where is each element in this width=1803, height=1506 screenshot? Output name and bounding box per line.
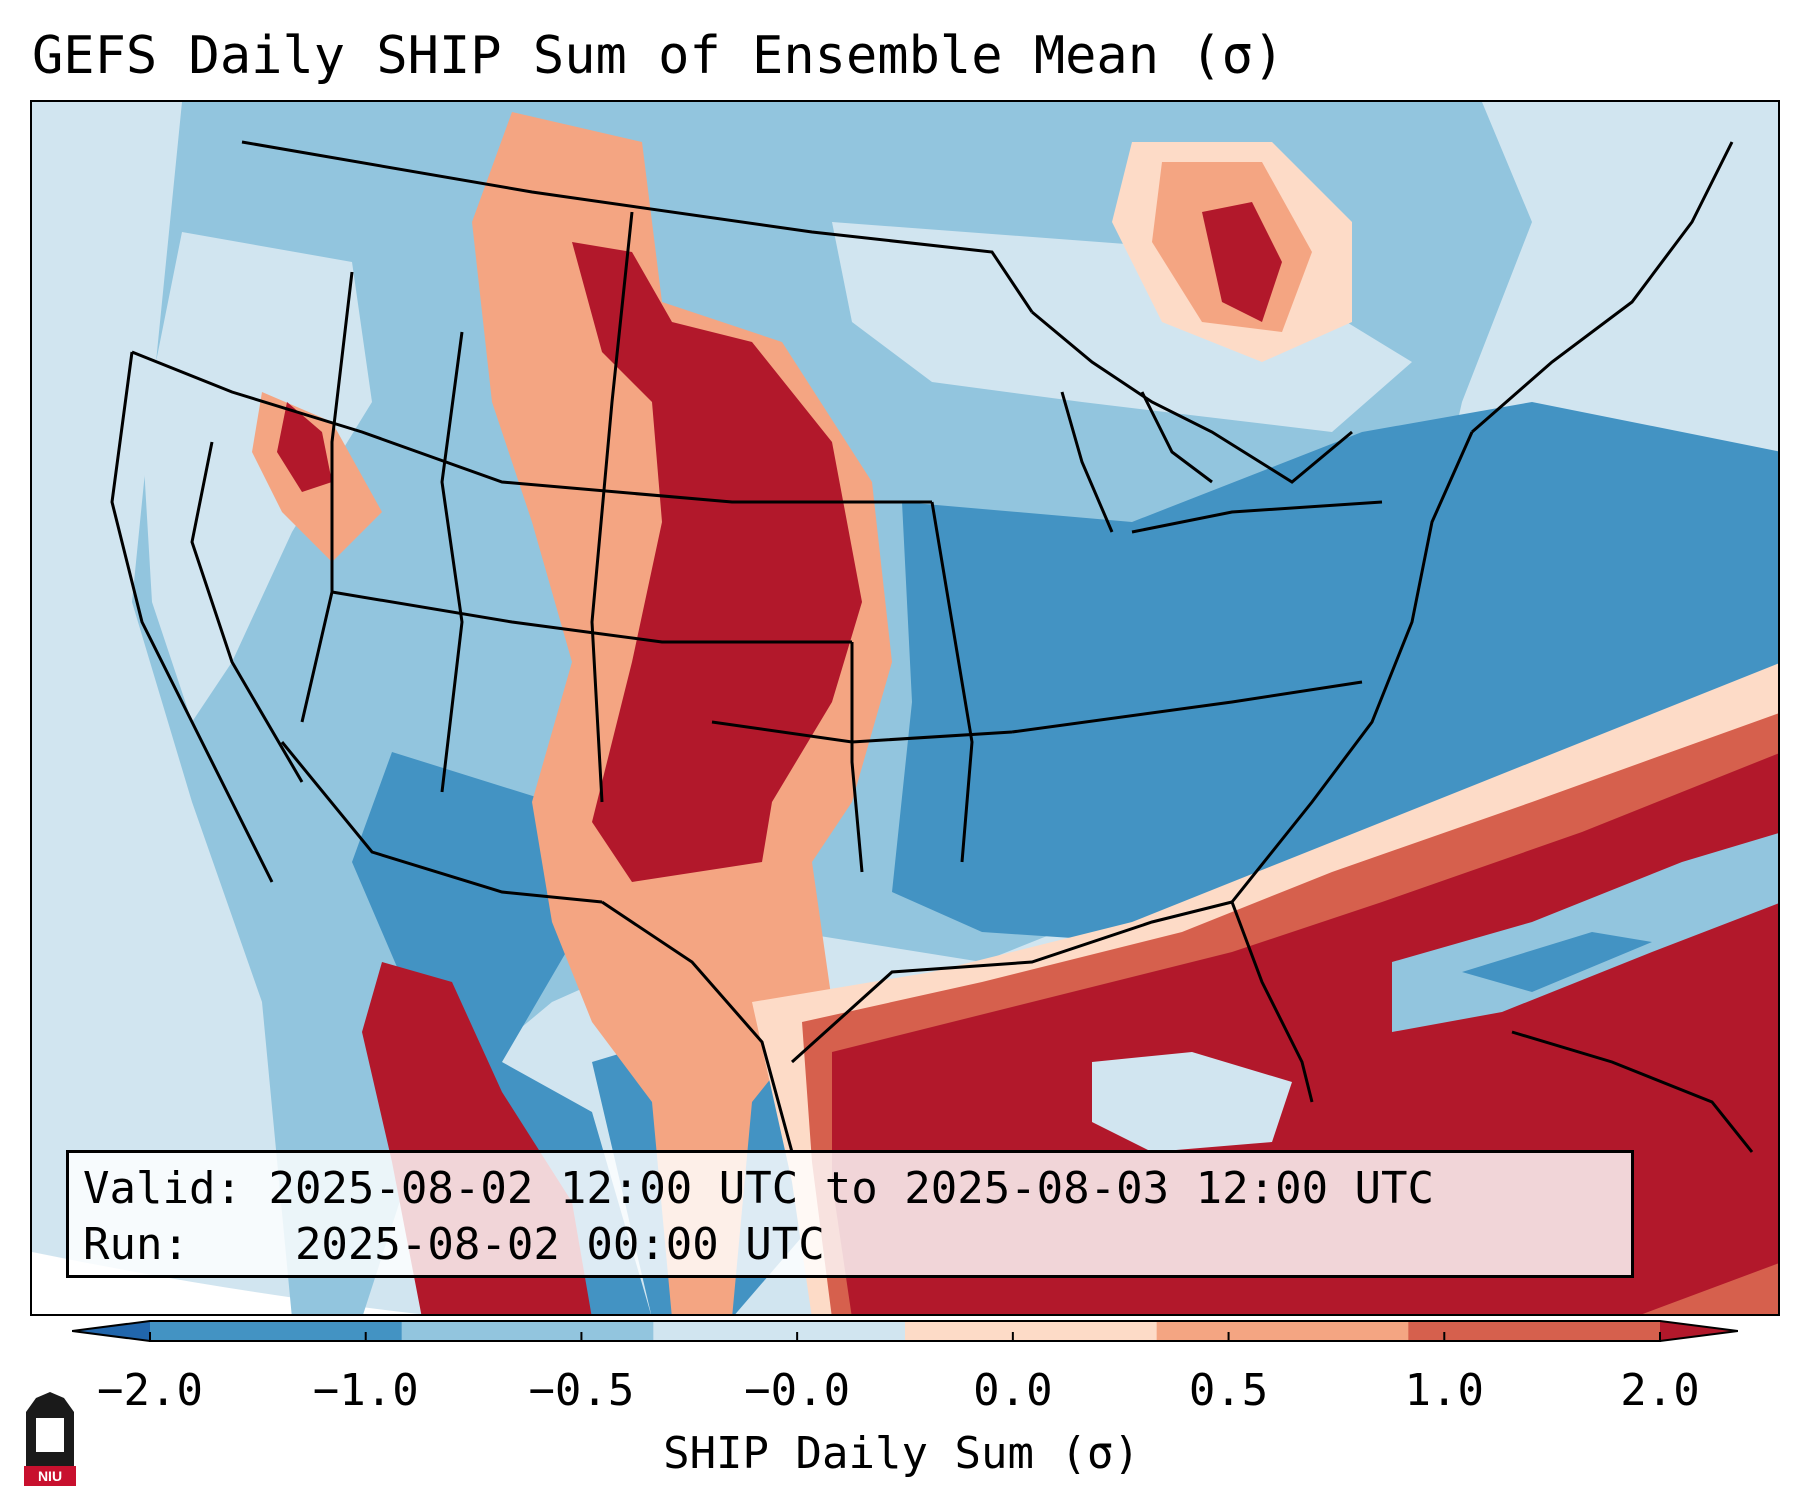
colorbar-tick-label: −0.5 (528, 1365, 635, 1416)
state-line-west (300, 271, 354, 723)
logo-window (36, 1418, 64, 1452)
region-atlantic-negative-core (1462, 932, 1652, 992)
colorbar-tick-label: 2.0 (1620, 1365, 1700, 1416)
colorbar-segment (401, 1321, 654, 1341)
valid-label: Valid: (83, 1163, 242, 1214)
new-england-coast (1471, 141, 1734, 434)
colorbar-tick-label: 1.0 (1404, 1365, 1485, 1416)
us-canada-border (241, 140, 1034, 313)
colorbar-tick-label: 0.5 (1188, 1365, 1269, 1416)
region-strong-positive-quebec (1202, 202, 1282, 322)
map-panel (30, 100, 1780, 1316)
region-cuba-negative (1092, 1052, 1292, 1152)
boundary-lines (110, 140, 1754, 1153)
colorbar-tick-label: −1.0 (312, 1365, 419, 1416)
run-value: 2025-08-02 00:00 UTC (294, 1219, 825, 1270)
colorbar-tick-label: −0.0 (744, 1365, 851, 1416)
logo-text: NIU (38, 1468, 62, 1484)
region-strong-positive-oregon (277, 402, 332, 492)
lake-huron-shore (1140, 391, 1213, 484)
state-line-mountain (440, 331, 464, 793)
caribbean-islands (1511, 1030, 1754, 1153)
valid-run-info-box: Valid: 2025-08-02 12:00 UTC to 2025-08-0… (66, 1150, 1634, 1278)
state-line-north (131, 350, 932, 504)
colorbar-segments (72, 1321, 1738, 1341)
colorbar-tick-label: 0.0 (973, 1365, 1053, 1416)
figure-title: GEFS Daily SHIP Sum of Ensemble Mean (σ) (32, 26, 1285, 86)
state-line-middle (331, 590, 852, 644)
region-atlantic-negative-streak (1392, 833, 1778, 1032)
lake-michigan-shore (1060, 391, 1114, 533)
state-line-rockies (590, 211, 634, 803)
region-strong-positive-plains (572, 242, 862, 882)
colorbar-segment (1408, 1321, 1661, 1341)
ship-field-map (32, 102, 1778, 1314)
us-mexico-border-west (280, 741, 603, 904)
us-mexico-border-texas (601, 900, 794, 1153)
great-lakes-outline (1031, 310, 1353, 484)
colorbar-extend-low (72, 1321, 150, 1341)
colorbar-segment (653, 1321, 906, 1341)
atlantic-coast (1230, 431, 1474, 903)
colorbar (72, 1320, 1738, 1342)
colorbar-segment (905, 1321, 1158, 1341)
gulf-coast (790, 900, 1233, 1064)
colorbar-tick-label: −2.0 (97, 1365, 203, 1416)
colorbar-segment (1156, 1321, 1409, 1341)
valid-value: 2025-08-02 12:00 UTC to 2025-08-03 12:00… (268, 1163, 1435, 1214)
pacific-coast (110, 351, 274, 883)
florida-coast (1230, 901, 1314, 1103)
colorbar-segment (150, 1321, 403, 1341)
nevada-border (190, 441, 304, 783)
state-line-tn (1011, 680, 1363, 734)
colorbar-label: SHIP Daily Sum (σ) (663, 1428, 1140, 1479)
state-line-mississippi (930, 501, 974, 863)
run-label: Run: (83, 1219, 189, 1270)
colorbar-extend-high (1660, 1321, 1738, 1341)
state-line-oh-pa (1131, 500, 1383, 534)
niu-logo: NIU (24, 1392, 76, 1486)
state-line-plains (850, 642, 864, 873)
logo-banner (24, 1466, 76, 1486)
region-near-zero-west (142, 232, 372, 722)
